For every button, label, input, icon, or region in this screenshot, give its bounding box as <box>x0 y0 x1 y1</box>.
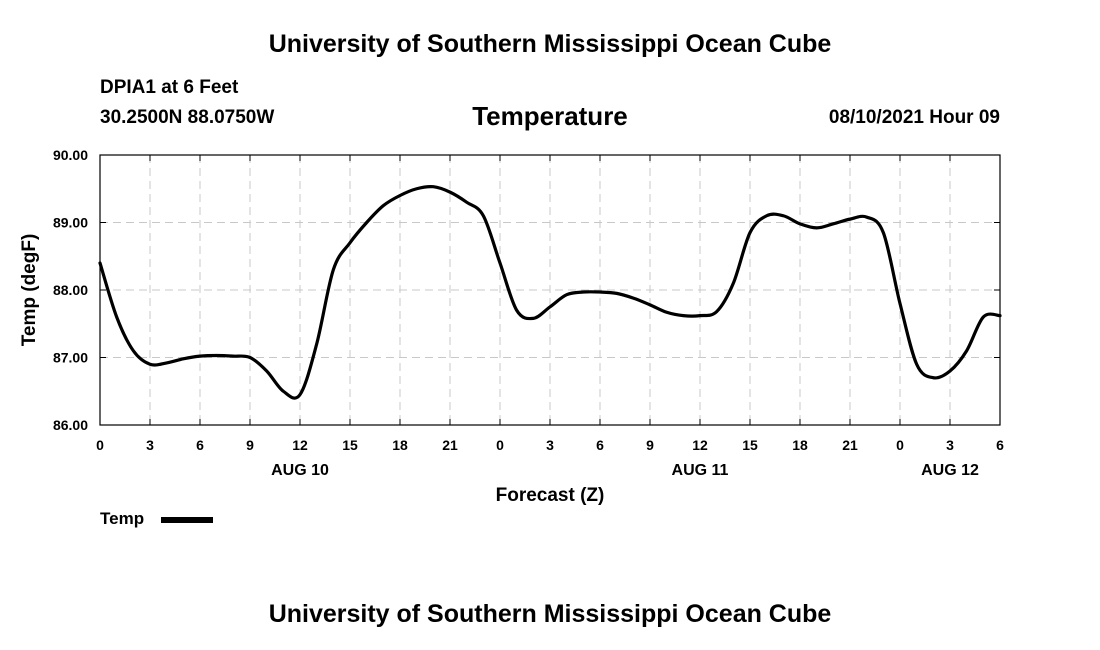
x-tick-label: 21 <box>442 437 458 453</box>
axes-layer <box>99 154 1001 426</box>
x-tick-label: 21 <box>842 437 858 453</box>
x-tick-label: 18 <box>392 437 408 453</box>
bottom-title: University of Southern Mississippi Ocean… <box>268 600 832 628</box>
x-tick-label: 0 <box>96 437 104 453</box>
x-tick-label: 6 <box>996 437 1004 453</box>
legend-label: Temp <box>100 509 145 528</box>
y-axis-label: Temp (degF) <box>19 234 40 347</box>
x-tick-label: 3 <box>546 437 554 453</box>
x-tick-label: 3 <box>146 437 154 453</box>
grid-layer <box>100 155 1000 425</box>
coordinates-label: 30.2500N 88.0750W <box>100 107 275 128</box>
x-tick-label: 15 <box>342 437 358 453</box>
series-line-temp <box>98 184 1002 400</box>
x-tick-label: 0 <box>496 437 504 453</box>
day-label: AUG 10 <box>271 462 329 479</box>
y-tick-label: 86.00 <box>53 417 88 433</box>
series-layer <box>98 184 1002 400</box>
labels-layer: 0 3 6 9 12 15 18 21 0 3 6 9 12 15 18 21 0 3 6 86.00 87.00 88.… <box>19 147 1004 506</box>
x-tick-label: 12 <box>692 437 708 453</box>
x-tick-label: 12 <box>292 437 308 453</box>
y-tick-label: 90.00 <box>53 147 88 163</box>
x-tick-label: 15 <box>742 437 758 453</box>
day-label: AUG 12 <box>921 462 979 479</box>
y-tick-label: 89.00 <box>53 215 88 231</box>
station-label: DPIA1 at 6 Feet <box>100 77 239 98</box>
top-title: University of Southern Mississippi Ocean… <box>268 30 832 58</box>
legend-swatch <box>161 517 213 523</box>
y-tick-label: 87.00 <box>53 350 88 366</box>
day-label: AUG 11 <box>672 462 729 479</box>
x-axis-label: Forecast (Z) <box>496 485 605 506</box>
x-tick-label: 0 <box>896 437 904 453</box>
y-tick-label: 88.00 <box>53 282 88 298</box>
x-tick-label: 9 <box>246 437 254 453</box>
x-tick-label: 9 <box>646 437 654 453</box>
x-tick-label: 18 <box>792 437 808 453</box>
x-tick-label: 3 <box>946 437 954 453</box>
datetime-label: 08/10/2021 Hour 09 <box>828 107 1000 128</box>
x-tick-label: 6 <box>596 437 604 453</box>
chart-title: Temperature <box>472 101 628 131</box>
x-tick-label: 6 <box>196 437 204 453</box>
